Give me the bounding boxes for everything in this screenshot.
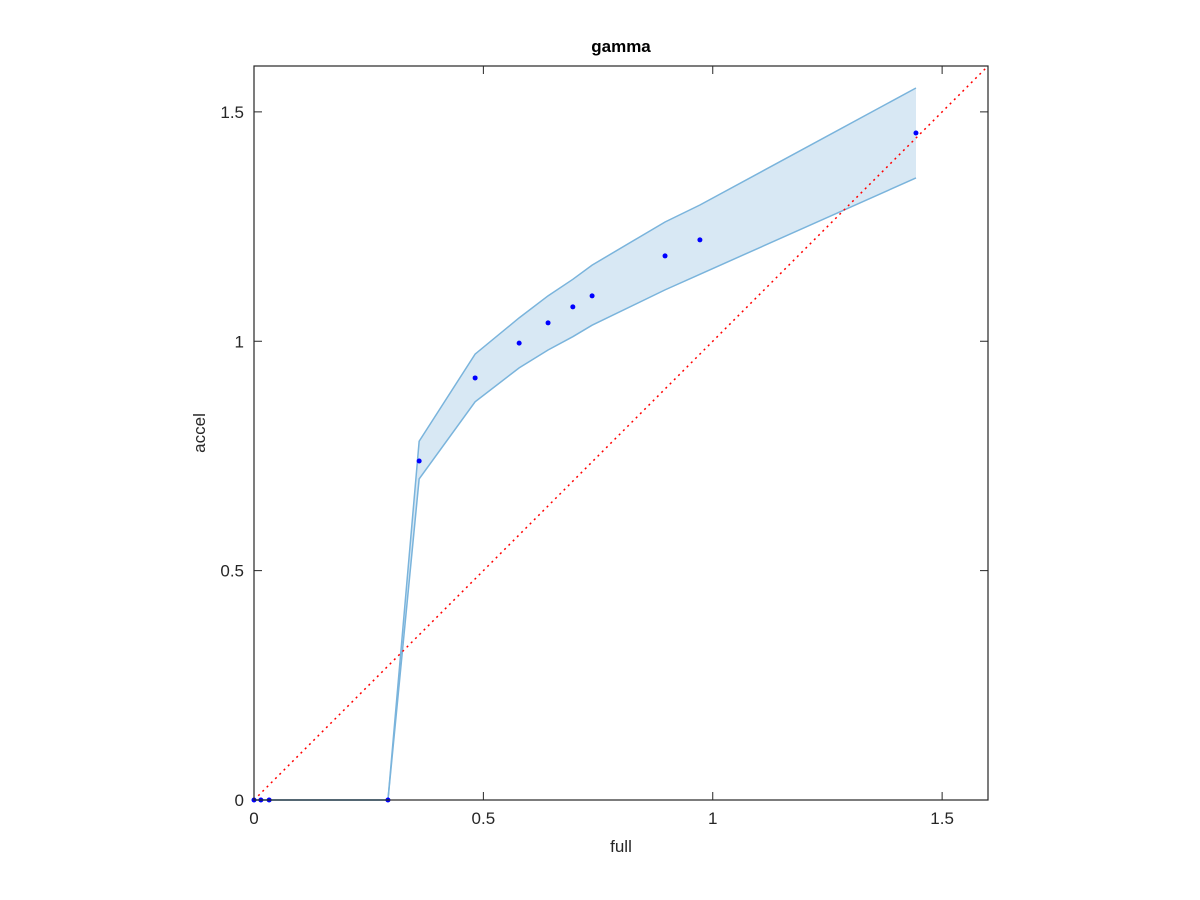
- y-tick-label: 0.5: [220, 562, 244, 581]
- y-axis-label: accel: [190, 413, 209, 453]
- chart-title: gamma: [591, 37, 651, 56]
- point: [472, 375, 478, 381]
- x-tick-label: 1: [708, 809, 717, 828]
- point: [545, 320, 551, 326]
- point: [570, 304, 576, 310]
- y-tick-label: 1: [235, 332, 244, 351]
- point: [416, 458, 422, 464]
- x-axis-label: full: [610, 837, 632, 856]
- band-area: [254, 88, 916, 800]
- point: [589, 293, 595, 299]
- y-tick-label: 0: [235, 791, 244, 810]
- plot-box: [253, 65, 989, 801]
- x-tick-label: 1.5: [930, 809, 954, 828]
- point: [697, 237, 703, 243]
- point: [662, 253, 668, 259]
- point: [913, 130, 919, 136]
- x-tick-label: 0: [249, 809, 258, 828]
- reference-line: [253, 65, 989, 801]
- y-tick-label: 1.5: [220, 103, 244, 122]
- point: [516, 340, 522, 346]
- x-tick-label: 0.5: [472, 809, 496, 828]
